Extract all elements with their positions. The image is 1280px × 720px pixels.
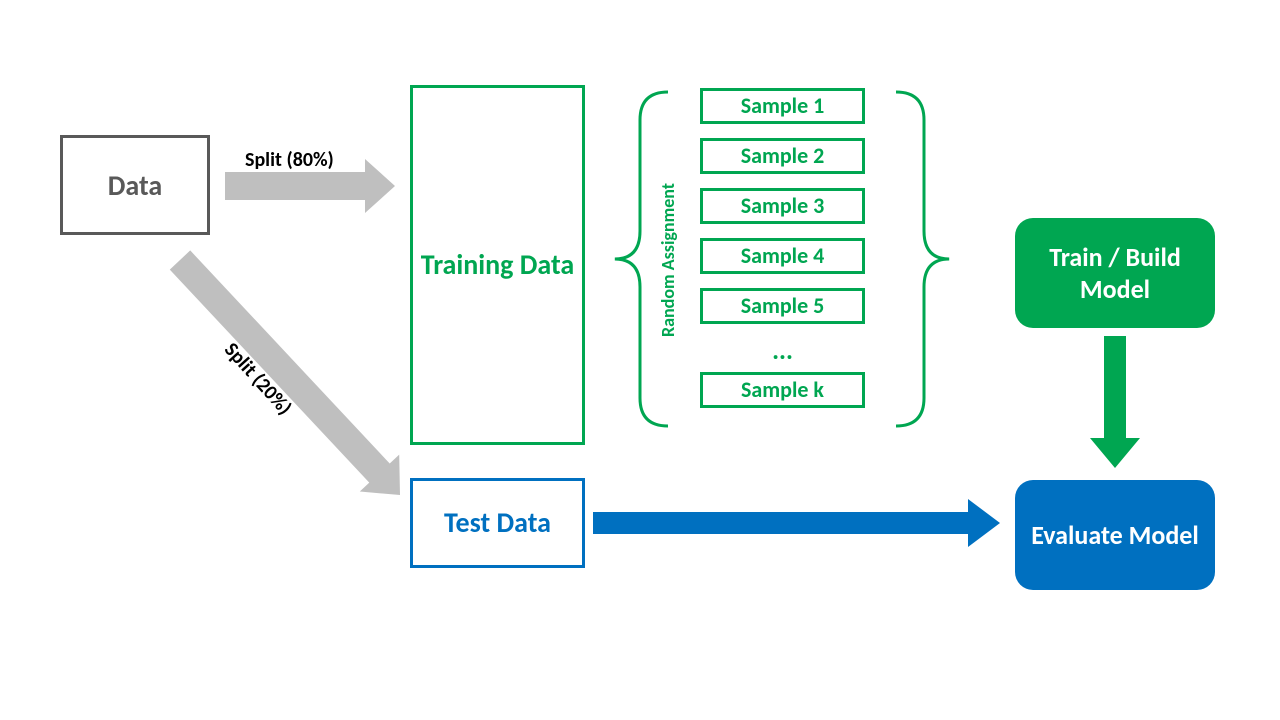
sample-box-3: Sample 3 [700, 188, 865, 224]
split-20-label: Split (20%) [219, 338, 296, 420]
data-label: Data [108, 168, 162, 203]
test-data-box: Test Data [410, 478, 585, 568]
arrows-group [160, 159, 1140, 547]
sample-ellipsis: ... [700, 334, 865, 366]
evaluate-model-label: Evaluate Model [1031, 519, 1199, 552]
split-80-label: Split (80%) [245, 148, 334, 172]
random-assignment-label: Random Assignment [657, 183, 679, 337]
training-data-box: Training Data [410, 85, 585, 445]
train-build-model-box: Train / Build Model [1015, 218, 1215, 328]
sample-box-k: Sample k [700, 372, 865, 408]
sample-box-1: Sample 1 [700, 88, 865, 124]
test-data-label: Test Data [444, 506, 551, 540]
svg-overlay [0, 0, 1280, 720]
sample-box-5: Sample 5 [700, 288, 865, 324]
sample-box-2: Sample 2 [700, 138, 865, 174]
train-build-model-label: Train / Build Model [1015, 241, 1215, 306]
sample-box-4: Sample 4 [700, 238, 865, 274]
evaluate-model-box: Evaluate Model [1015, 480, 1215, 590]
data-box: Data [60, 135, 210, 235]
training-data-label: Training Data [421, 248, 574, 282]
